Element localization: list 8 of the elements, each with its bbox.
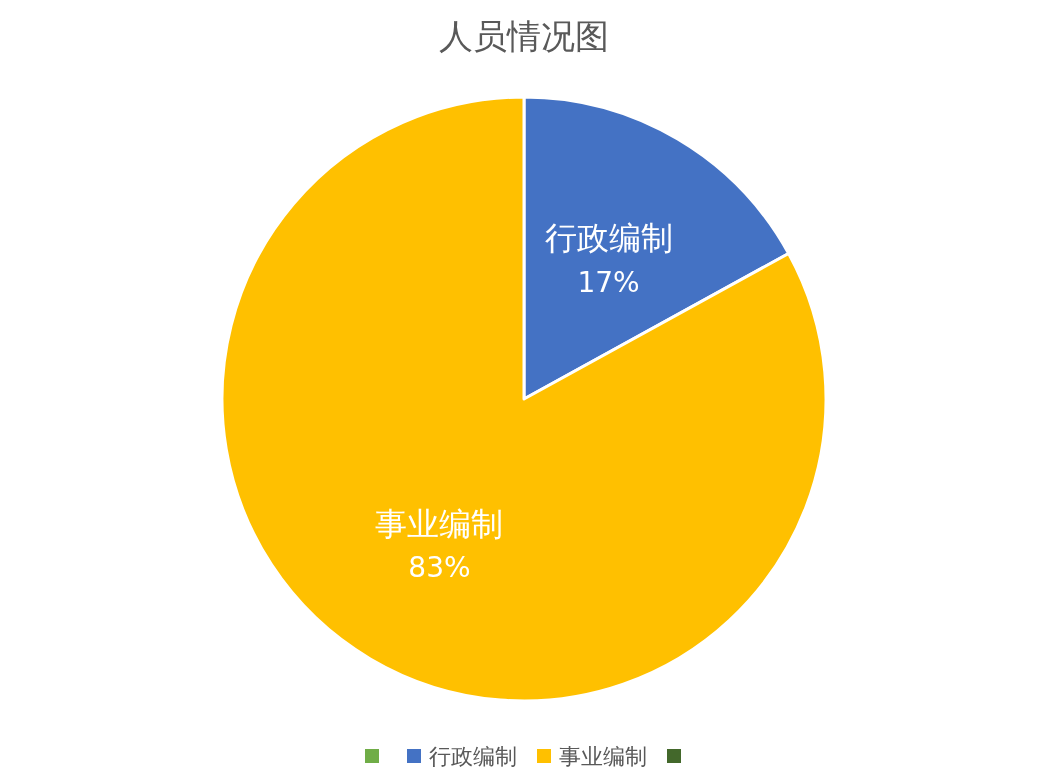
slice-label: 行政编制 xyxy=(544,219,673,258)
slice-label: 事业编制 xyxy=(375,504,504,543)
data-label: 17% xyxy=(577,265,640,299)
pie-slice xyxy=(220,95,828,703)
legend-label: 事业编制 xyxy=(559,743,647,769)
data-label: 83% xyxy=(408,551,471,585)
chart-title: 人员情况图 xyxy=(439,16,609,56)
legend-label: 行政编制 xyxy=(429,743,517,769)
